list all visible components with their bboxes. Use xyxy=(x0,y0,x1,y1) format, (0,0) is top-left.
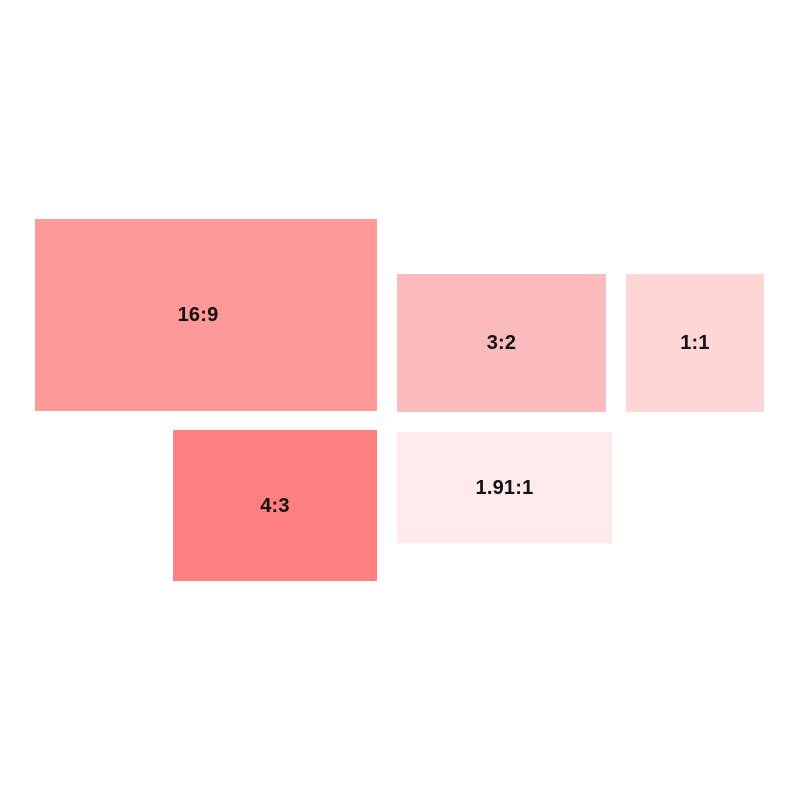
ratio-label-4-3: 4:3 xyxy=(260,494,290,517)
ratio-box-3-2: 3:2 xyxy=(397,274,606,412)
ratio-label-16-9: 16:9 xyxy=(177,304,219,326)
ratio-box-16-9: 16:9 xyxy=(35,219,377,411)
ratio-box-4-3: 4:3 xyxy=(173,430,377,581)
ratio-label-1-91-1: 1.91:1 xyxy=(475,476,534,499)
ratio-box-1-1: 1:1 xyxy=(626,274,764,412)
ratio-box-1-91-1: 1.91:1 xyxy=(397,432,612,543)
ratio-label-3-2: 3:2 xyxy=(486,332,517,354)
ratio-label-1-1: 1:1 xyxy=(680,332,710,354)
